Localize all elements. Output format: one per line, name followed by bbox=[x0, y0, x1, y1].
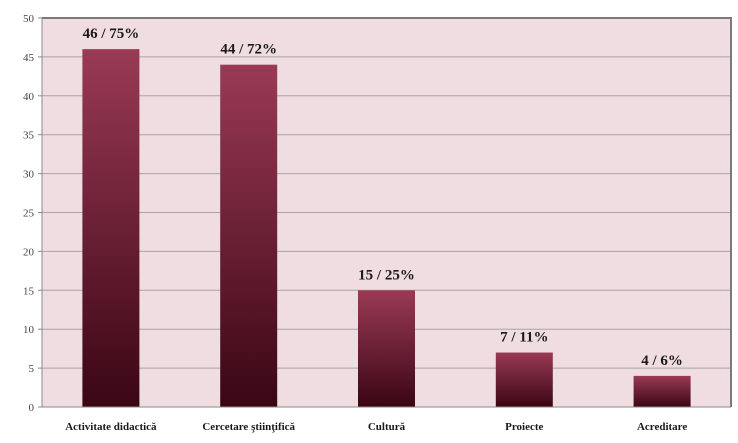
plot-frame bbox=[42, 17, 732, 407]
x-category-label: Activitate didactică bbox=[65, 421, 157, 433]
x-category-label: Proiecte bbox=[505, 421, 543, 433]
bar bbox=[633, 375, 691, 407]
data-label: 15 / 25% bbox=[358, 267, 415, 283]
y-tick-label: 20 bbox=[23, 246, 35, 258]
bar bbox=[358, 290, 415, 407]
x-category-label: Cercetare ştiinţifică bbox=[202, 421, 295, 433]
y-tick-label: 0 bbox=[29, 402, 35, 414]
y-tick-label: 30 bbox=[23, 169, 35, 181]
y-tick-label: 25 bbox=[23, 208, 35, 220]
y-tick-label: 40 bbox=[23, 91, 35, 103]
y-tick-label: 10 bbox=[23, 324, 35, 336]
x-category-label: Acreditare bbox=[637, 421, 687, 433]
y-tick-label: 5 bbox=[29, 363, 35, 375]
y-axis-ticks: 0 5 10 15 20 25 30 35 40 45 50 bbox=[23, 13, 42, 414]
y-tick-label: 50 bbox=[23, 13, 35, 25]
data-label: 7 / 11% bbox=[500, 330, 548, 346]
bar bbox=[220, 64, 278, 408]
data-labels: 46 / 75% 44 / 72% 15 / 25% 7 / 11% 4 / 6% bbox=[83, 26, 683, 369]
bar bbox=[495, 352, 553, 407]
y-tick-label: 35 bbox=[23, 130, 35, 142]
data-label: 46 / 75% bbox=[83, 26, 140, 42]
bar bbox=[82, 49, 140, 408]
data-label: 44 / 72% bbox=[220, 42, 277, 58]
bars bbox=[82, 49, 691, 408]
y-tick-label: 45 bbox=[23, 52, 35, 64]
x-axis-categories: Activitate didactică Cercetare ştiinţific… bbox=[65, 421, 687, 433]
y-tick-label: 15 bbox=[23, 285, 35, 297]
data-label: 4 / 6% bbox=[641, 353, 683, 369]
x-category-label: Cultură bbox=[368, 421, 406, 433]
